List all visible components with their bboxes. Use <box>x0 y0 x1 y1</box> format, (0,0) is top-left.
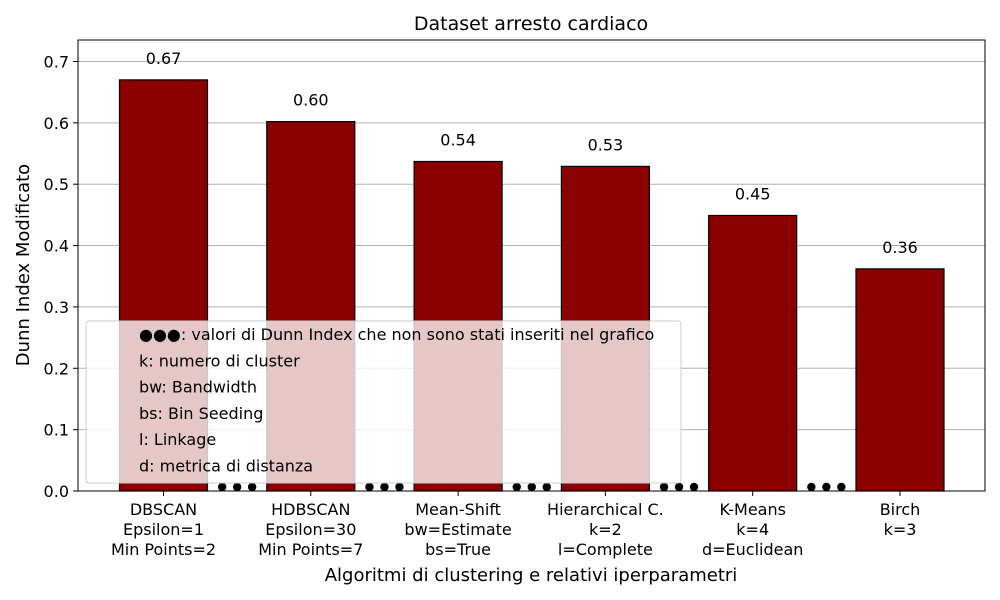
omission-dot <box>365 482 374 492</box>
y-tick-label: 0.2 <box>44 359 69 378</box>
x-tick-label: HDBSCAN Epsilon=30 Min Points=7 <box>258 500 363 559</box>
omission-dots <box>217 482 846 492</box>
omission-dot <box>380 482 389 492</box>
data-label: 0.45 <box>735 184 771 203</box>
x-tick-label: DBSCAN Epsilon=1 Min Points=2 <box>111 500 216 559</box>
legend-entry: bs: Bin Seeding <box>139 404 263 423</box>
y-tick-label: 0.3 <box>44 298 69 317</box>
legend-entry: d: metrica di distanza <box>139 457 313 476</box>
legend: ●●●: valori di Dunn Index che non sono s… <box>85 320 682 484</box>
y-tick-label: 0.1 <box>44 421 69 440</box>
omission-dot <box>527 482 536 492</box>
y-axis-label: Dunn Index Modificato <box>13 164 34 366</box>
legend-entry: ●●●: valori di Dunn Index che non sono s… <box>139 325 654 344</box>
omission-dot <box>807 482 816 492</box>
legend-box <box>85 320 682 484</box>
y-tick-label: 0.7 <box>44 52 69 71</box>
data-label: 0.60 <box>293 91 329 110</box>
omission-dot <box>837 482 846 492</box>
x-tick-label: Birch k=3 <box>880 500 921 539</box>
y-tick-label: 0.4 <box>44 237 69 256</box>
omission-dot <box>659 482 669 492</box>
omission-dot <box>512 482 521 492</box>
data-label: 0.36 <box>882 238 918 257</box>
omission-dot <box>689 482 699 492</box>
data-label: 0.54 <box>440 130 476 149</box>
omission-dot <box>232 482 242 492</box>
y-tick-label: 0.5 <box>44 175 69 194</box>
x-axis-label: Algoritmi di clustering e relativi iperp… <box>325 565 738 586</box>
legend-entry: l: Linkage <box>139 430 216 449</box>
legend-entry: bw: Bandwidth <box>139 378 257 397</box>
omission-dot <box>542 482 551 492</box>
data-label: 0.67 <box>146 49 182 68</box>
y-tick-label: 0.6 <box>44 114 69 133</box>
y-tick-label: 0.0 <box>44 482 69 501</box>
value-labels: 0.67 0.60 0.54 0.53 0.45 0.36 <box>146 49 918 257</box>
x-axis-ticks: DBSCAN Epsilon=1 Min Points=2 HDBSCAN Epsilo… <box>111 491 920 559</box>
data-label: 0.53 <box>588 135 624 154</box>
omission-dot <box>395 482 404 492</box>
x-tick-label: Hierarchical C. k=2 l=Complete <box>547 500 664 559</box>
chart-title: Dataset arresto cardiaco <box>414 13 648 35</box>
omission-dot <box>217 482 227 492</box>
y-axis-ticks: 0.0 0.1 0.2 0.3 0.4 0.5 0.6 0.7 <box>44 52 78 501</box>
x-tick-label: K-Means k=4 d=Euclidean <box>702 500 803 559</box>
omission-dot <box>674 482 684 492</box>
omission-dot <box>247 482 257 492</box>
omission-dot <box>822 482 831 492</box>
x-tick-label: Mean-Shift bw=Estimate bs=True <box>404 500 511 559</box>
legend-entry: k: numero di cluster <box>139 351 300 370</box>
plot-frame <box>77 39 986 492</box>
bar <box>708 214 798 492</box>
bar <box>855 268 945 492</box>
